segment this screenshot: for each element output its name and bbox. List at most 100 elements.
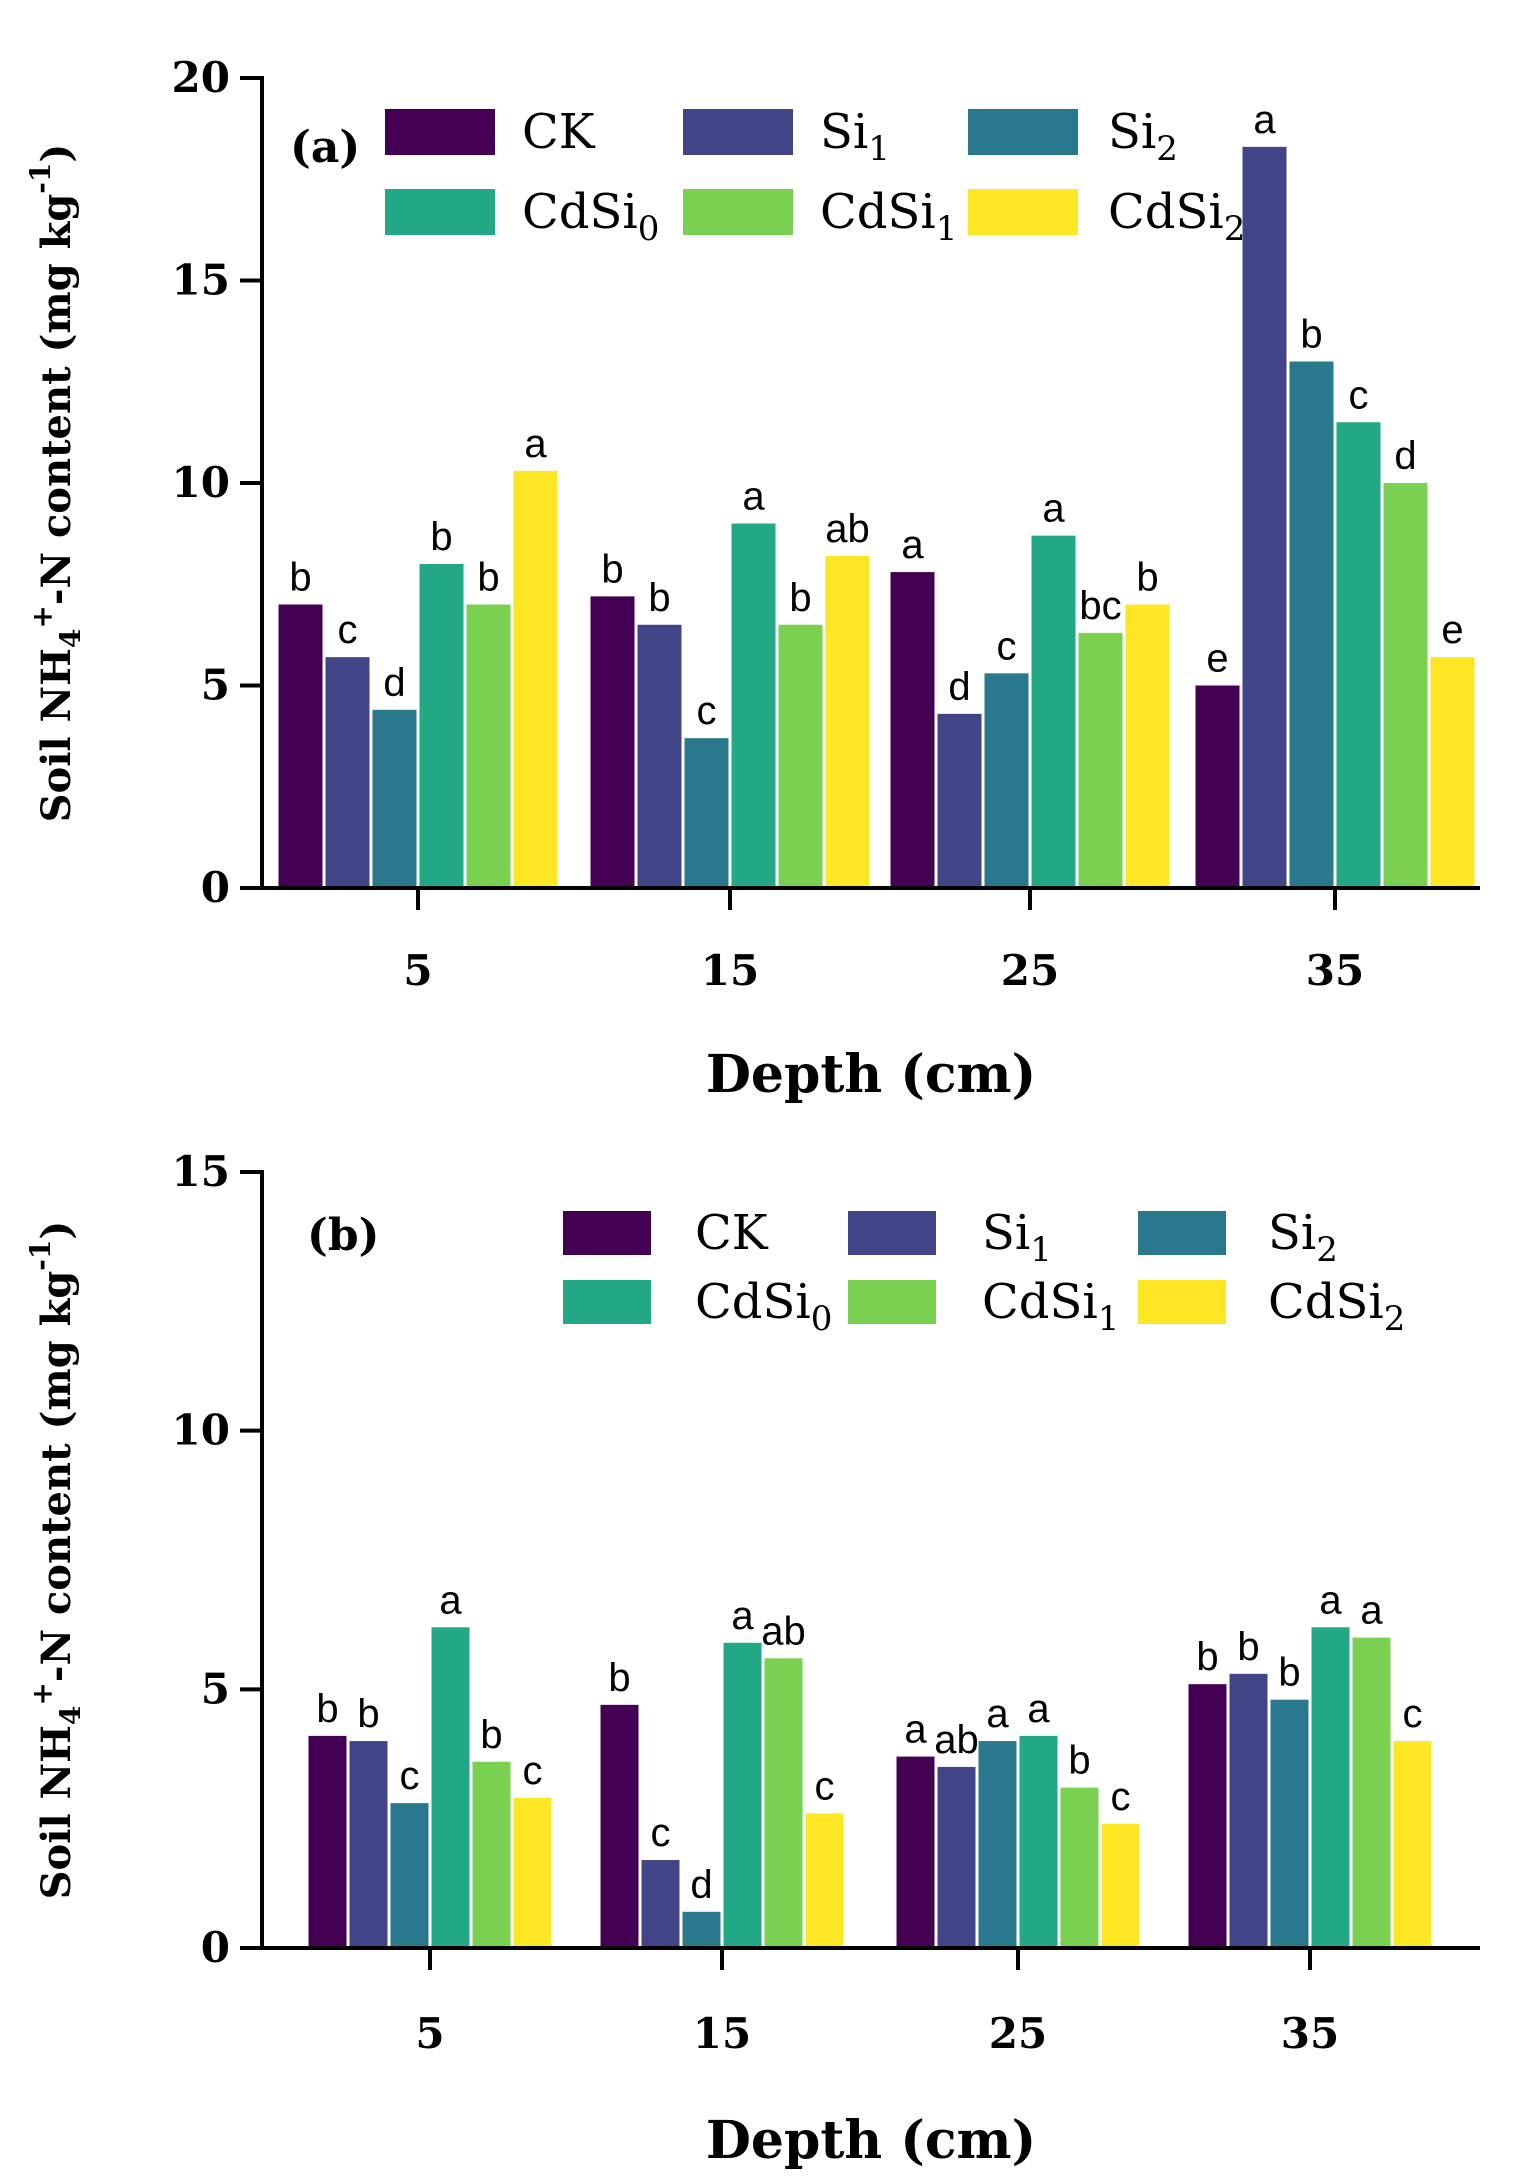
significance-label-Si2-depth-25: c: [997, 624, 1017, 668]
legend-swatch-CK: [563, 1211, 651, 1255]
significance-label-CdSi0-depth-15: a: [742, 475, 765, 519]
significance-label-CdSi2-depth-25: c: [1111, 1775, 1131, 1819]
legend-label-CdSi0: CdSi0: [695, 1274, 832, 1339]
bar-Si2-depth-15: [684, 738, 729, 888]
bar-Si1-depth-5: [349, 1741, 388, 1948]
bar-CdSi0-depth-5: [419, 564, 464, 888]
significance-label-CdSi2-depth-35: c: [1403, 1692, 1423, 1736]
significance-label-CdSi2-depth-15: ab: [825, 507, 870, 551]
legend-swatch-CdSi0: [563, 1280, 651, 1324]
significance-label-CdSi1-depth-5: b: [480, 1713, 502, 1757]
significance-label-Si2-depth-35: b: [1278, 1651, 1300, 1695]
y-tick-label-15: 15: [172, 256, 230, 305]
legend-label-CdSi1: CdSi1: [982, 1274, 1119, 1339]
bar-CdSi1-depth-5: [472, 1761, 511, 1948]
x-tick-label-5: 5: [403, 946, 432, 995]
bar-CK-depth-25: [890, 572, 935, 888]
legend-label-CdSi2: CdSi2: [1268, 1274, 1405, 1339]
bar-Si2-depth-25: [984, 673, 1029, 888]
legend: CK Si1 Si2 CdSi0 CdSi1 CdSi2: [563, 1205, 1405, 1339]
legend-label-CdSi2: CdSi2: [1108, 184, 1245, 249]
legend-swatch-CdSi0: [385, 189, 495, 235]
significance-label-CK-depth-35: b: [1196, 1635, 1218, 1679]
significance-label-CdSi1-depth-35: d: [1394, 434, 1416, 478]
significance-label-Si2-depth-5: c: [400, 1754, 420, 1798]
x-tick-label-25: 25: [1001, 946, 1059, 995]
bar-CdSi0-depth-15: [731, 523, 776, 888]
y-axis-title: Soil NH4+-N content (mg kg-1): [24, 144, 87, 823]
bar-Si1-depth-25: [937, 1766, 976, 1948]
bar-CdSi0-depth-35: [1311, 1627, 1350, 1948]
significance-label-CK-depth-25: a: [904, 1708, 927, 1752]
bar-CdSi2-depth-15: [825, 555, 870, 888]
significance-label-CdSi1-depth-35: a: [1360, 1589, 1383, 1633]
bar-CK-depth-5: [308, 1735, 347, 1948]
significance-label-Si1-depth-5: b: [357, 1692, 379, 1736]
bar-CdSi2-depth-25: [1125, 604, 1170, 888]
significance-label-Si1-depth-25: d: [948, 665, 970, 709]
y-tick-label-15: 15: [172, 1147, 230, 1196]
significance-label-Si1-depth-15: c: [651, 1811, 671, 1855]
significance-label-CdSi0-depth-35: a: [1319, 1578, 1342, 1622]
significance-label-CdSi0-depth-25: a: [1042, 487, 1065, 531]
bar-Si1-depth-35: [1229, 1673, 1268, 1948]
significance-label-CdSi1-depth-25: b: [1068, 1739, 1090, 1783]
bar-CdSi2-depth-5: [513, 470, 558, 888]
bar-CK-depth-5: [278, 604, 323, 888]
bar-CdSi1-depth-35: [1352, 1637, 1391, 1948]
bar-CdSi2-depth-35: [1393, 1741, 1432, 1948]
y-axis-title: Soil NH4+-N content (mg kg-1): [24, 1221, 87, 1900]
x-tick-label-25: 25: [989, 2009, 1047, 2058]
legend-label-CdSi0: CdSi0: [522, 184, 659, 249]
significance-label-CdSi1-depth-15: b: [789, 576, 811, 620]
significance-label-Si2-depth-35: b: [1300, 313, 1322, 357]
bar-CdSi1-depth-25: [1060, 1787, 1099, 1948]
x-tick-label-5: 5: [415, 2009, 444, 2058]
significance-label-Si2-depth-25: a: [986, 1692, 1009, 1736]
bar-Si2-depth-35: [1289, 361, 1334, 888]
significance-label-CdSi2-depth-35: e: [1441, 608, 1463, 652]
significance-label-CdSi0-depth-35: c: [1349, 373, 1369, 417]
bar-Si1-depth-5: [325, 657, 370, 888]
bar-CK-depth-35: [1188, 1684, 1227, 1948]
y-tick-label-10: 10: [172, 1406, 230, 1455]
legend-label-CdSi1: CdSi1: [820, 184, 957, 249]
significance-label-CdSi1-depth-25: bc: [1079, 584, 1121, 628]
legend-swatch-Si2: [1138, 1211, 1226, 1255]
y-tick-label-10: 10: [172, 458, 230, 507]
legend: CK Si1 Si2 CdSi0 CdSi1 CdSi2: [385, 104, 1245, 249]
legend-label-CK: CK: [695, 1205, 769, 1261]
bar-CdSi2-depth-15: [805, 1813, 844, 1948]
bar-CdSi1-depth-35: [1383, 483, 1428, 888]
significance-label-CK-depth-15: b: [601, 547, 623, 591]
legend-label-Si2: Si2: [1108, 104, 1178, 169]
bar-Si2-depth-5: [372, 709, 417, 888]
bar-CdSi2-depth-35: [1430, 657, 1475, 888]
significance-label-CdSi0-depth-15: a: [731, 1594, 754, 1638]
significance-label-CdSi1-depth-5: b: [477, 556, 499, 600]
significance-label-CdSi0-depth-25: a: [1027, 1687, 1050, 1731]
bar-CdSi2-depth-25: [1101, 1823, 1140, 1948]
significance-label-CdSi0-depth-5: b: [430, 515, 452, 559]
bar-Si1-depth-35: [1242, 146, 1287, 889]
panel-label: (b): [307, 1210, 379, 1261]
bar-Si2-depth-15: [682, 1911, 721, 1948]
significance-label-Si1-depth-25: ab: [934, 1718, 979, 1762]
x-axis-title: Depth (cm): [706, 2110, 1036, 2171]
significance-label-Si2-depth-15: d: [690, 1863, 712, 1907]
significance-label-CdSi1-depth-15: ab: [761, 1609, 806, 1653]
significance-label-CdSi2-depth-25: b: [1136, 556, 1158, 600]
significance-label-Si2-depth-15: c: [697, 689, 717, 733]
significance-label-CK-depth-25: a: [901, 523, 924, 567]
bar-CdSi1-depth-5: [466, 604, 511, 888]
bar-Si2-depth-35: [1270, 1699, 1309, 1948]
bar-CK-depth-25: [896, 1756, 935, 1948]
bar-Si1-depth-15: [637, 624, 682, 888]
legend-swatch-CK: [385, 109, 495, 155]
bar-CdSi0-depth-15: [723, 1642, 762, 1948]
x-tick-label-15: 15: [693, 2009, 751, 2058]
y-tick-label-5: 5: [201, 661, 230, 710]
x-tick-label-35: 35: [1281, 2009, 1339, 2058]
y-tick-label-0: 0: [201, 1923, 230, 1972]
